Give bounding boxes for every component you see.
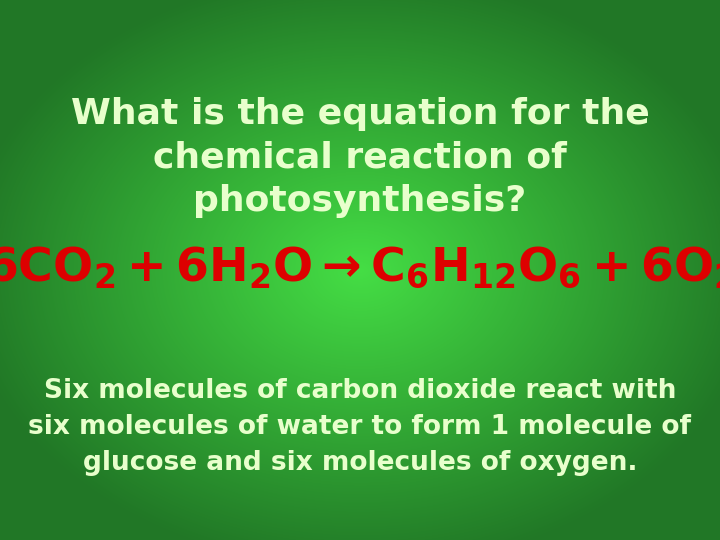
Text: $\mathbf{6CO_2 + 6H_2O \rightarrow C_6H_{12}O_6 + 6O_2}$: $\mathbf{6CO_2 + 6H_2O \rightarrow C_6H_… xyxy=(0,245,720,290)
Text: Six molecules of carbon dioxide react with
six molecules of water to form 1 mole: Six molecules of carbon dioxide react wi… xyxy=(29,378,691,476)
Text: What is the equation for the
chemical reaction of
photosynthesis?: What is the equation for the chemical re… xyxy=(71,97,649,218)
